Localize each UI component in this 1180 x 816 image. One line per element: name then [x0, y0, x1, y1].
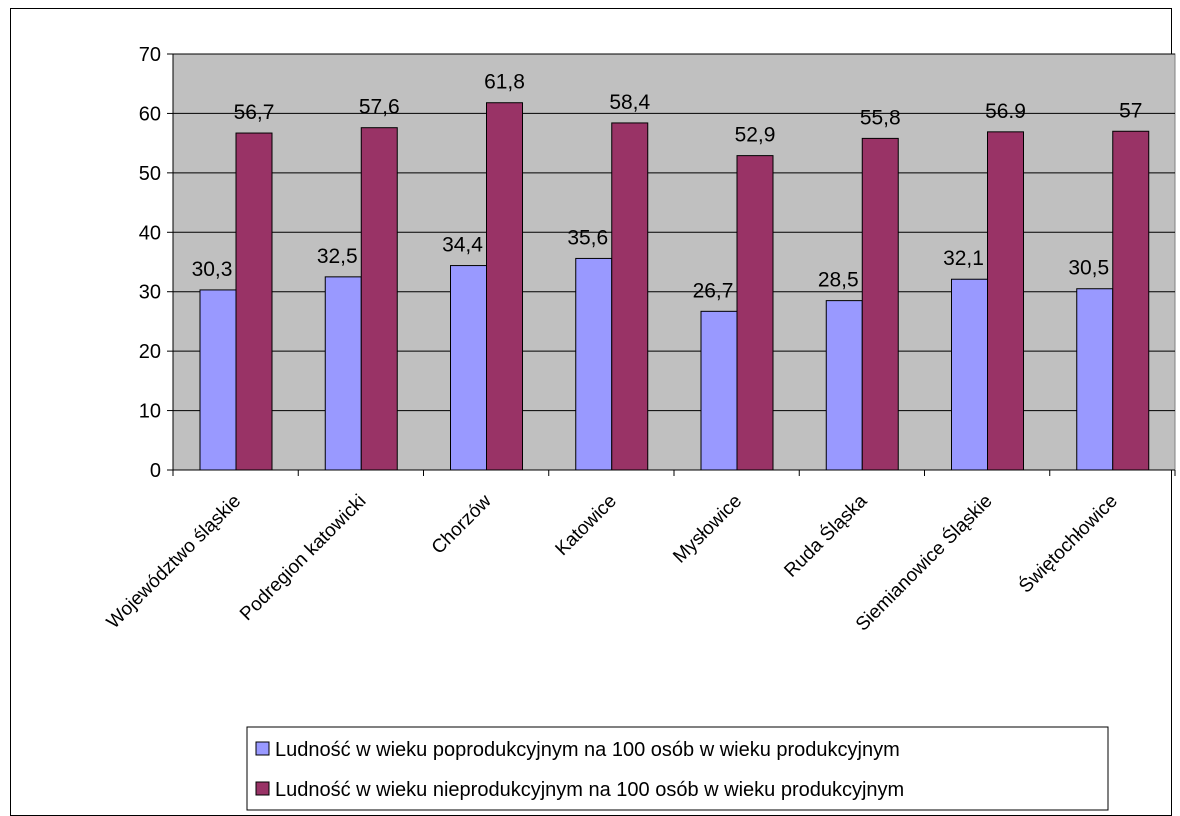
y-tick-label: 10	[139, 401, 161, 423]
bar-series-2	[1112, 130, 1150, 471]
x-tick-label: Ruda Śląska	[780, 490, 872, 582]
bar-series-2	[611, 122, 649, 471]
data-label: 52,9	[735, 124, 776, 147]
data-label: 55,8	[860, 106, 901, 129]
data-label: 34,4	[442, 234, 483, 257]
x-tick-label: Chorzów	[428, 490, 496, 558]
bar-series-2	[486, 102, 523, 471]
y-tick-label: 70	[139, 44, 161, 66]
bar-series-2	[736, 155, 774, 471]
y-tick-label: 30	[139, 282, 161, 304]
y-tick-label: 20	[139, 341, 161, 363]
data-label: 57	[1119, 99, 1142, 122]
y-axis: 0 10 20 30 40 50 60 70	[139, 44, 174, 482]
bar-series-2	[360, 127, 398, 471]
bar-series-1	[825, 300, 863, 471]
bar-series-1	[575, 257, 613, 471]
data-label: 58,4	[609, 91, 650, 114]
data-label: 32,5	[317, 245, 358, 268]
legend-entry: Ludność w wieku nieprodukcyjnym na 100 o…	[275, 779, 904, 801]
data-label: 30,3	[192, 258, 233, 281]
bar-series-1	[700, 310, 738, 471]
data-label: 56,7	[234, 101, 275, 124]
legend: Ludność w wieku poprodukcyjnym na 100 os…	[246, 726, 1109, 811]
bar-series-2	[987, 131, 1024, 471]
legend-entry: Ludność w wieku poprodukcyjnym na 100 os…	[275, 739, 900, 761]
bar-series-2	[861, 137, 899, 471]
data-label: 61,8	[484, 71, 525, 94]
x-tick-label: Katowice	[552, 491, 621, 560]
data-label: 56.9	[985, 100, 1026, 123]
x-tick-label: Mysłowice	[669, 491, 746, 568]
bars	[199, 102, 1150, 471]
bar-series-1	[1076, 288, 1114, 471]
x-tick-label: Świętochłowice	[1014, 490, 1121, 597]
x-tick-label: Województwo śląskie	[103, 491, 245, 633]
y-tick-label: 60	[139, 103, 161, 125]
bar-series-1	[199, 289, 237, 471]
data-label: 28,5	[818, 269, 859, 292]
data-label: 32,1	[943, 247, 984, 270]
y-tick-label: 40	[139, 222, 161, 244]
data-labels: 30,3 32,5 34,4 35,6 26,7 28,5 32,1 30,5 56,7 57,6…	[192, 71, 1143, 303]
x-tick-label: Podregion katowicki	[236, 491, 370, 625]
data-label: 26,7	[693, 279, 734, 302]
y-tick-label: 0	[150, 460, 161, 482]
bar-series-1	[324, 276, 362, 471]
x-tick-label: Siemianowice Śląskie	[851, 490, 996, 635]
bar-series-2	[235, 132, 273, 471]
legend-swatch	[255, 781, 270, 796]
legend-box	[246, 726, 1109, 811]
y-tick-label: 50	[139, 163, 161, 185]
legend-swatch	[255, 741, 270, 756]
data-label: 35,6	[567, 226, 608, 249]
bar-series-1	[951, 278, 988, 471]
data-label: 30,5	[1068, 257, 1109, 280]
data-label: 57,6	[359, 96, 400, 119]
bar-series-1	[450, 265, 487, 471]
